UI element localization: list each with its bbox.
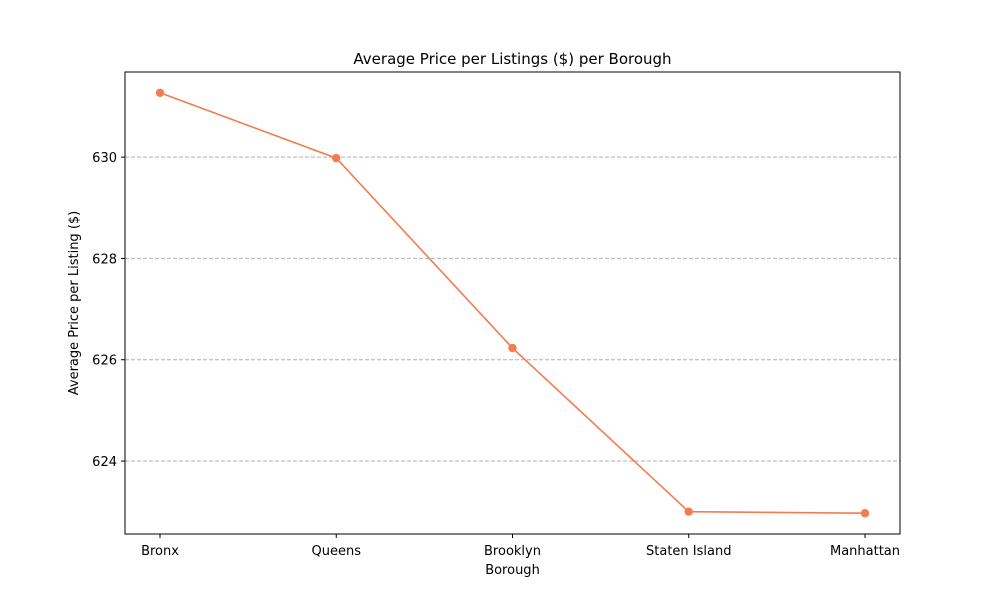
- x-axis-ticks: Bronx Queens Brooklyn Staten Island Manhatta…: [141, 534, 900, 559]
- data-point: [155, 88, 165, 97]
- series-line: [159, 92, 866, 515]
- x-tick-label: Manhattan: [830, 544, 900, 559]
- x-axis-label: Borough: [485, 563, 540, 578]
- y-tick-label: 626: [92, 354, 117, 369]
- y-tick-label: 628: [92, 252, 117, 267]
- y-axis-label: Average Price per Listing ($): [67, 211, 82, 395]
- grid-lines: [125, 156, 900, 462]
- plot-frame: [124, 71, 901, 535]
- x-tick-label: Staten Island: [646, 544, 731, 559]
- y-tick-label: 630: [92, 151, 117, 166]
- chart-title: Average Price per Listings ($) per Borou…: [353, 50, 671, 68]
- y-axis-ticks: 624 626 628 630: [92, 151, 125, 470]
- data-point: [332, 153, 341, 163]
- data-point: [684, 507, 693, 516]
- x-tick-label: Bronx: [141, 544, 179, 559]
- data-point: [508, 343, 517, 353]
- data-point: [860, 509, 870, 518]
- x-tick-label: Queens: [312, 544, 362, 559]
- x-tick-label: Brooklyn: [484, 544, 541, 559]
- y-tick-label: 624: [92, 455, 117, 470]
- series-layer: [155, 88, 870, 518]
